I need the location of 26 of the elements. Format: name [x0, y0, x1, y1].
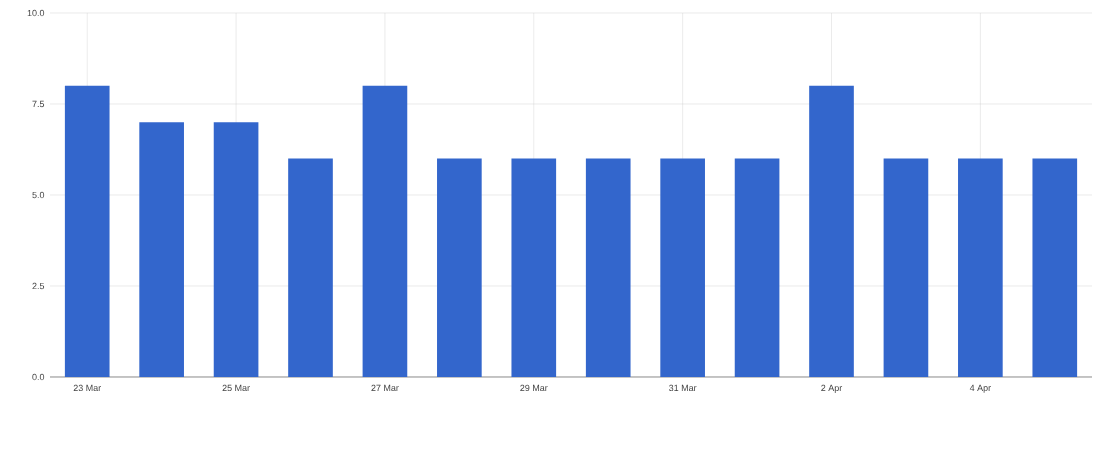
x-tick-label: 4 Apr	[969, 384, 991, 393]
bar	[1032, 158, 1078, 377]
x-tick-label: 27 Mar	[371, 384, 399, 392]
bar	[734, 158, 780, 377]
bar	[64, 85, 110, 377]
bar	[437, 158, 482, 377]
x-tick-label: 25 Mar	[222, 384, 250, 392]
bar	[511, 158, 557, 377]
y-tick-label: 5.0	[32, 191, 45, 199]
y-tick-label: 10.0	[27, 9, 45, 17]
bar	[958, 158, 1003, 377]
y-tick-label: 2.5	[32, 282, 45, 290]
bar	[660, 158, 705, 377]
y-tick-label: 7.5	[32, 100, 45, 108]
bar	[883, 158, 929, 377]
bar	[213, 122, 259, 377]
bar	[139, 122, 184, 377]
y-tick-label: 0.0	[32, 373, 45, 381]
x-tick-label: 23 Mar	[73, 384, 102, 392]
x-tick-label: 31 Mar	[669, 384, 697, 392]
bar	[585, 158, 631, 377]
bar	[288, 158, 333, 377]
bar	[809, 85, 854, 377]
bar	[362, 85, 408, 377]
x-tick-label: 2 Apr	[821, 384, 843, 393]
x-tick-label: 29 Mar	[520, 384, 548, 392]
